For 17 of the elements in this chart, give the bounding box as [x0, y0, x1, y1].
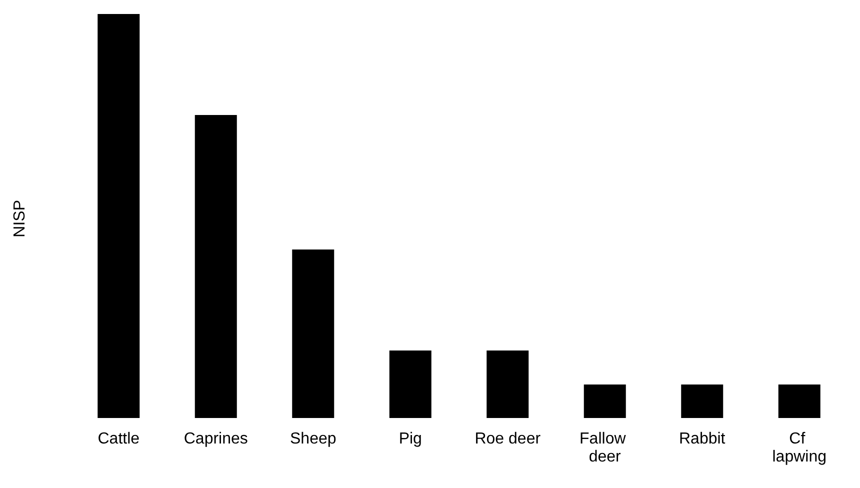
bar	[389, 350, 432, 418]
bar	[194, 115, 237, 418]
bar	[584, 384, 626, 418]
y-axis-title: NISP	[12, 200, 28, 238]
x-tick-label: Pig	[398, 430, 422, 448]
x-tick-label: Roe deer	[474, 430, 542, 448]
bar	[681, 384, 724, 418]
bar	[778, 384, 820, 418]
x-tick-label: Fallow deer	[580, 430, 630, 466]
bar	[486, 350, 529, 418]
x-tick-label: Rabbit	[679, 430, 726, 448]
x-tick-label: Cattle	[98, 430, 140, 448]
bar	[98, 14, 140, 418]
x-tick-label: Sheep	[290, 430, 336, 448]
bar	[292, 250, 334, 418]
x-tick-label: Cf lapwing	[772, 430, 827, 466]
x-tick-label: Caprines	[184, 430, 248, 448]
